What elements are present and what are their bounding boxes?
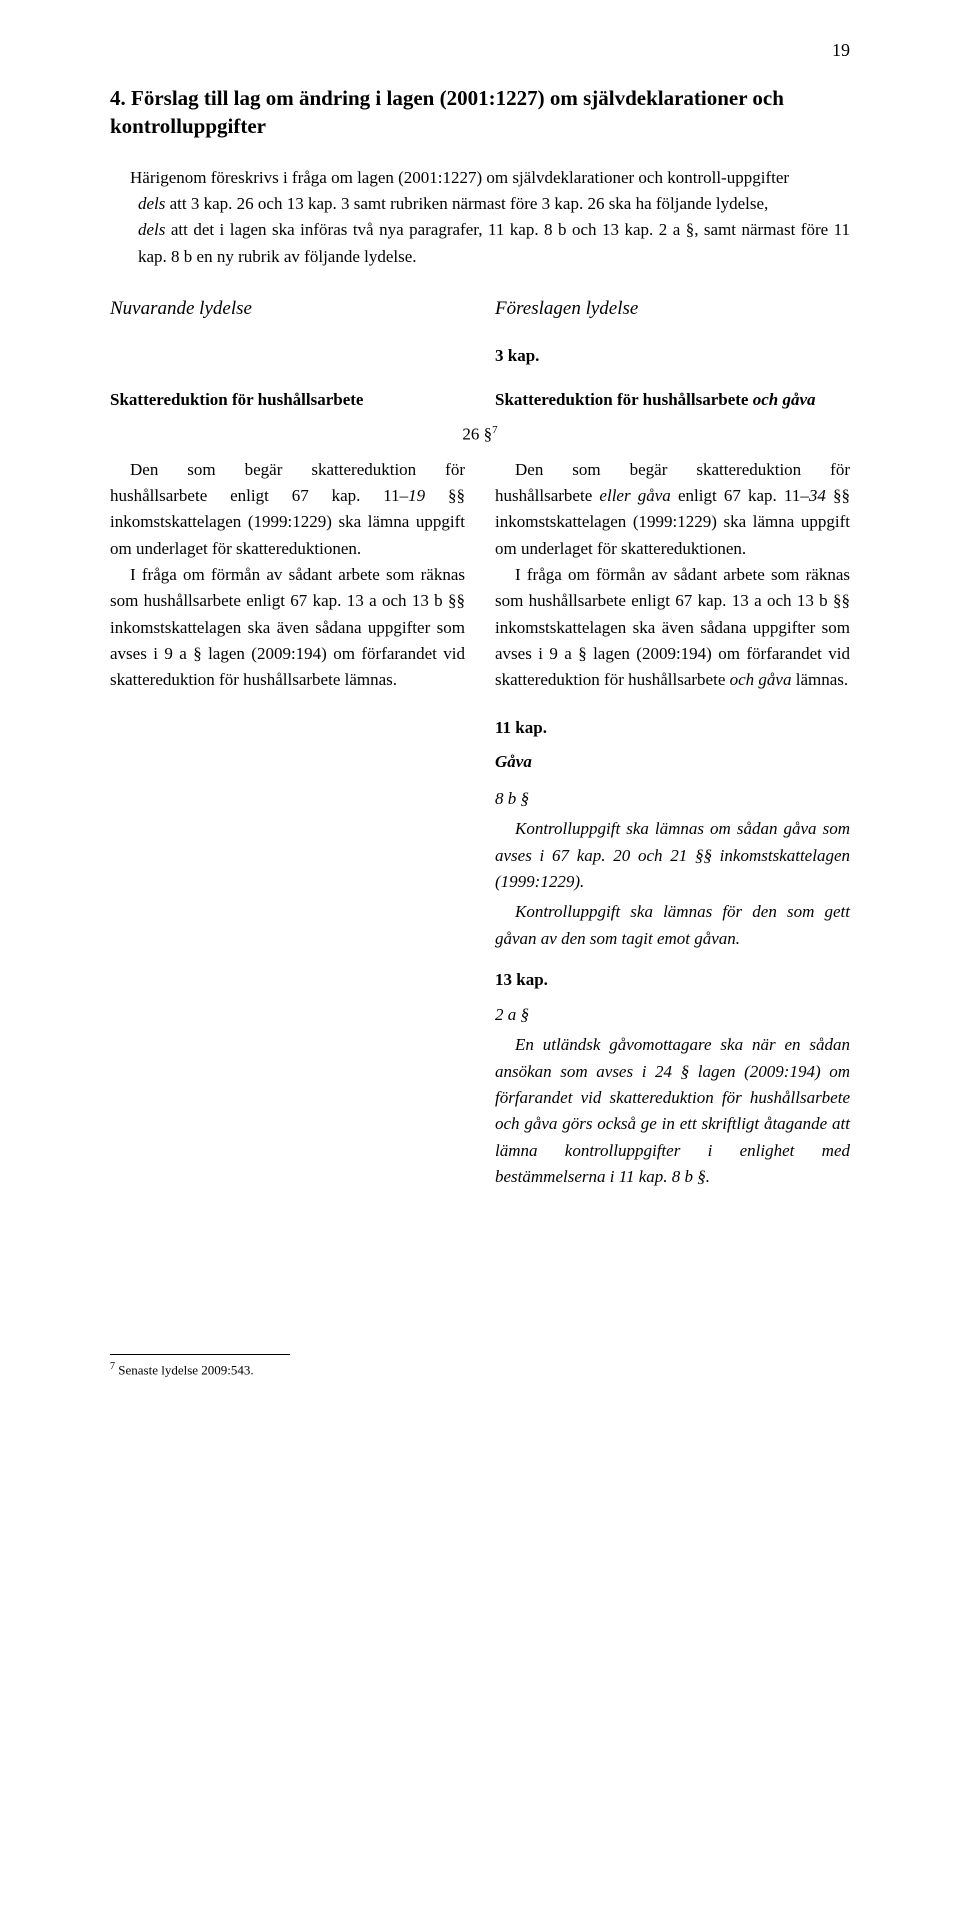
chapter3-label: 3 kap.	[495, 346, 850, 366]
section-26-label: 26 §7	[110, 424, 850, 445]
sect-2a: 2 a §	[495, 1002, 850, 1028]
chapter11-block: 11 kap. Gåva 8 b § Kontrolluppgift ska l…	[110, 694, 850, 1194]
right-para2: I fråga om förmån av sådant arbete som r…	[495, 562, 850, 694]
subheading-row: Skattereduktion för hushållsarbete Skatt…	[110, 390, 850, 424]
right-para1-it2: 34	[809, 486, 826, 505]
chapter13-label: 13 kap.	[495, 970, 850, 990]
sect-8b-label: 8 b §	[495, 789, 529, 808]
chapter3-row: 3 kap.	[110, 334, 850, 378]
intro-dels2-prefix: dels	[138, 220, 165, 239]
right-para1: Den som begär skattereduktion för hushål…	[495, 457, 850, 562]
intro-dels1-prefix: dels	[138, 194, 165, 213]
right-subheading-italic: och gåva	[753, 390, 816, 409]
intro-dels1-rest: att 3 kap. 26 och 13 kap. 3 samt rubrike…	[165, 194, 768, 213]
sect-2a-body: En utländsk gåvomottagare ska när en såd…	[495, 1032, 850, 1190]
right-para2-b: lämnas.	[791, 670, 848, 689]
column-headers: Nuvarande lydelse Föreslagen lydelse	[110, 298, 850, 334]
intro-dels2-rest: att det i lagen ska införas två nya para…	[138, 220, 850, 265]
sect-2a-label: 2 a §	[495, 1005, 529, 1024]
sect-8b: 8 b §	[495, 786, 850, 812]
right-para1-b: enligt 67 kap. 11–	[671, 486, 809, 505]
intro-dels1: dels att 3 kap. 26 och 13 kap. 3 samt ru…	[110, 191, 850, 217]
intro-dels2: dels att det i lagen ska införas två nya…	[110, 217, 850, 270]
page-number: 19	[832, 40, 850, 61]
left-column-header: Nuvarande lydelse	[110, 298, 465, 320]
footnote-separator	[110, 1354, 290, 1355]
gava-heading: Gåva	[495, 752, 850, 772]
section-26-sup: 7	[492, 424, 498, 436]
sect-8b-p1: Kontrolluppgift ska lämnas om sådan gåva…	[495, 816, 850, 895]
section-26-num: 26 §	[462, 425, 492, 444]
left-para1: Den som begär skattereduktion för hushål…	[110, 457, 465, 562]
left-subheading: Skattereduktion för hushållsarbete	[110, 390, 465, 410]
footnote-text: Senaste lydelse 2009:543.	[115, 1363, 254, 1378]
left-para1-it: 19	[408, 486, 425, 505]
chapter11-label: 11 kap.	[495, 718, 850, 738]
section-title: 4. Förslag till lag om ändring i lagen (…	[110, 84, 850, 141]
sect-8b-p2: Kontrolluppgift ska lämnas för den som g…	[495, 899, 850, 952]
intro-block: Härigenom föreskrivs i fråga om lagen (2…	[110, 165, 850, 270]
intro-line1: Härigenom föreskrivs i fråga om lagen (2…	[110, 165, 850, 191]
right-subheading-prefix: Skattereduktion för hushållsarbete	[495, 390, 753, 409]
left-para2: I fråga om förmån av sådant arbete som r…	[110, 562, 465, 694]
section-26-body: Den som begär skattereduktion för hushål…	[110, 457, 850, 694]
right-subheading: Skattereduktion för hushållsarbete och g…	[495, 390, 850, 410]
footnote: 7 Senaste lydelse 2009:543.	[110, 1361, 850, 1378]
right-para2-it: och gåva	[730, 670, 792, 689]
right-column-header: Föreslagen lydelse	[495, 298, 850, 320]
right-para1-it1: eller gåva	[599, 486, 670, 505]
